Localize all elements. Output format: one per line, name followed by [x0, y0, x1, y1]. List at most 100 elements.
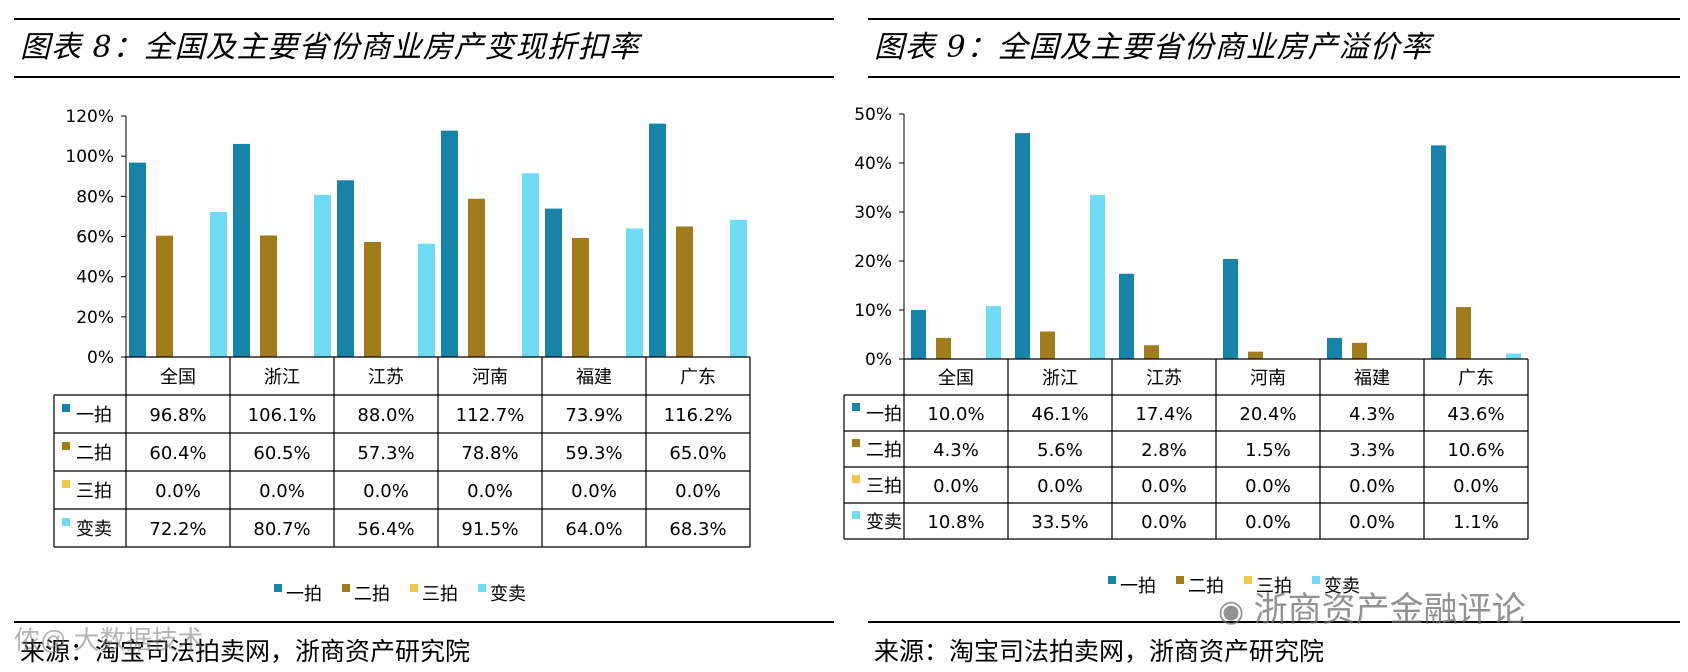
chart-title: 图表 8：全国及主要省份商业房产变现折扣率 — [20, 30, 640, 65]
legend-label: 三拍 — [1256, 576, 1292, 597]
bar-二拍 — [1144, 345, 1159, 359]
data-label: 33.5% — [1031, 512, 1088, 533]
data-label: 72.2% — [149, 519, 206, 540]
data-label: 10.0% — [927, 404, 984, 425]
data-label: 0.0% — [1349, 512, 1395, 533]
data-label: 88.0% — [357, 405, 414, 426]
watermark-text: 侬@ 大数据技术 — [14, 625, 204, 655]
bar-变卖 — [1090, 194, 1105, 359]
legend-label: 变卖 — [490, 584, 526, 605]
y-tick-label: 0% — [865, 350, 892, 370]
data-label: 0.0% — [675, 481, 721, 502]
y-tick-label: 100% — [65, 147, 114, 167]
right-panel: 图表 9：全国及主要省份商业房产溢价率 0% 10% 20% 30% 40% 50% 全国浙… — [843, 0, 1680, 672]
bar-变卖 — [1506, 353, 1521, 359]
data-label: 60.4% — [149, 443, 206, 464]
data-label: 0.0% — [571, 481, 617, 502]
bar-变卖 — [626, 228, 643, 357]
data-label: 106.1% — [248, 405, 317, 426]
x-category-label: 广东 — [680, 367, 716, 388]
bar-一拍 — [545, 208, 562, 357]
bar-二拍 — [1248, 351, 1263, 359]
x-category-label: 江苏 — [1146, 368, 1182, 389]
bar-一拍 — [337, 180, 354, 357]
left-panel: 图表 8：全国及主要省份商业房产变现折扣率 0% 20% 40% 60% 80% 100%… — [14, 0, 834, 672]
data-label: 68.3% — [669, 519, 726, 540]
data-label: 0.0% — [467, 481, 513, 502]
wechat-icon: ◉ — [1218, 595, 1245, 628]
row-legend-key — [852, 511, 860, 519]
data-label: 5.6% — [1037, 440, 1083, 461]
legend-label: 变卖 — [1324, 576, 1360, 597]
bar-二拍 — [1040, 331, 1055, 359]
legend-key — [1108, 576, 1116, 584]
bar-二拍 — [936, 337, 951, 359]
watermark-brand: ◉ 浙商资产金融评论 — [1218, 582, 1526, 631]
x-category-label: 全国 — [938, 368, 974, 389]
x-category-label: 福建 — [1354, 368, 1390, 389]
y-tick-label: 40% — [76, 268, 114, 288]
data-label: 43.6% — [1447, 404, 1504, 425]
chart-title: 图表 9：全国及主要省份商业房产溢价率 — [874, 30, 1432, 65]
bar-二拍 — [364, 241, 381, 357]
data-label: 1.1% — [1453, 512, 1499, 533]
x-category-label: 浙江 — [1042, 368, 1078, 389]
title-rule — [14, 76, 834, 78]
row-series-label: 二拍 — [76, 443, 112, 464]
legend-key — [274, 584, 282, 592]
data-label: 56.4% — [357, 519, 414, 540]
row-legend-key — [852, 439, 860, 447]
data-label: 112.7% — [456, 405, 525, 426]
data-label: 91.5% — [461, 519, 518, 540]
watermark-brand-text: 浙商资产金融评论 — [1253, 591, 1526, 629]
data-label: 65.0% — [669, 443, 726, 464]
bar-二拍 — [260, 235, 277, 357]
legend-key — [1244, 576, 1252, 584]
data-label: 116.2% — [664, 405, 733, 426]
data-label: 1.5% — [1245, 440, 1291, 461]
data-label: 0.0% — [1141, 476, 1187, 497]
data-label: 73.9% — [565, 405, 622, 426]
top-rule — [868, 18, 1680, 20]
bar-一拍 — [441, 130, 458, 357]
legend-key — [410, 584, 418, 592]
bar-二拍 — [676, 226, 693, 357]
data-label: 3.3% — [1349, 440, 1395, 461]
data-label: 0.0% — [1037, 476, 1083, 497]
bar-二拍 — [156, 235, 173, 357]
y-tick-label: 80% — [76, 187, 114, 207]
data-label: 0.0% — [1245, 512, 1291, 533]
bar-二拍 — [1456, 307, 1471, 359]
bar-变卖 — [730, 219, 747, 357]
x-category-label: 浙江 — [264, 367, 300, 388]
source-rule — [14, 621, 834, 623]
y-tick-label: 30% — [854, 203, 892, 223]
data-label: 17.4% — [1135, 404, 1192, 425]
bar-一拍 — [129, 162, 146, 357]
bar-一拍 — [1431, 145, 1446, 359]
bar-一拍 — [1223, 259, 1238, 359]
y-tick-label: 10% — [854, 301, 892, 321]
bar-一拍 — [1015, 133, 1030, 359]
data-label: 0.0% — [363, 481, 409, 502]
bar-一拍 — [911, 310, 926, 359]
legend-key — [1176, 576, 1184, 584]
row-series-label: 变卖 — [866, 512, 902, 533]
legend-label: 三拍 — [422, 584, 458, 605]
x-category-label: 全国 — [160, 367, 196, 388]
data-label: 96.8% — [149, 405, 206, 426]
row-legend-key — [852, 403, 860, 411]
bar-变卖 — [522, 173, 539, 357]
row-series-label: 三拍 — [866, 476, 902, 497]
y-tick-label: 0% — [87, 348, 114, 368]
legend-label: 二拍 — [354, 584, 390, 605]
bar-二拍 — [468, 198, 485, 357]
data-label: 0.0% — [1141, 512, 1187, 533]
bar-变卖 — [210, 211, 227, 357]
row-legend-key — [62, 518, 70, 526]
x-category-label: 广东 — [1458, 368, 1494, 389]
row-legend-key — [62, 480, 70, 488]
data-label: 46.1% — [1031, 404, 1088, 425]
bar-二拍 — [572, 237, 589, 357]
